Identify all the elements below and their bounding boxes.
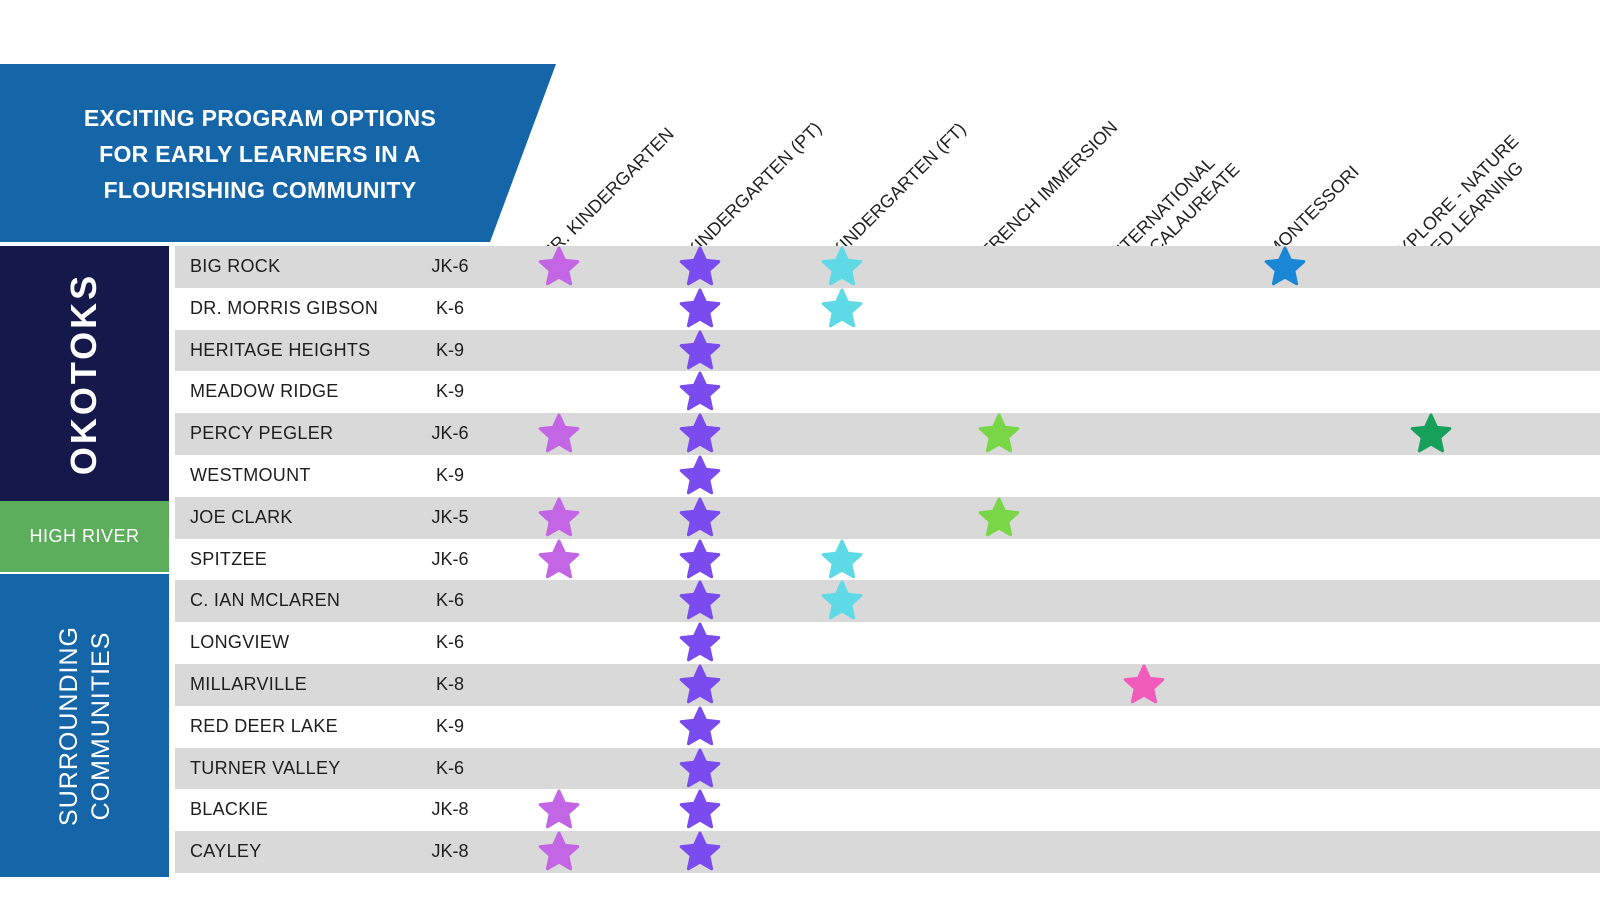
star-icon bbox=[678, 831, 722, 873]
star-icon bbox=[678, 497, 722, 539]
column-header-jr-kindergarten: JR. KINDERGARTEN bbox=[540, 123, 678, 262]
school-name: PERCY PEGLER bbox=[190, 423, 334, 444]
table-row: SPITZEE JK-6 bbox=[175, 539, 1600, 581]
header-banner bbox=[0, 64, 556, 242]
table-row: MEADOW RIDGE K-9 bbox=[175, 371, 1600, 413]
star-icon bbox=[1263, 246, 1307, 288]
table-row: PERCY PEGLER JK-6 bbox=[175, 413, 1600, 455]
star-icon bbox=[537, 497, 581, 539]
star-icon bbox=[820, 288, 864, 330]
star-icon bbox=[537, 413, 581, 455]
star-icon bbox=[977, 413, 1021, 455]
star-icon bbox=[537, 246, 581, 288]
table-row: BLACKIE JK-8 bbox=[175, 789, 1600, 831]
star-icon bbox=[977, 497, 1021, 539]
table-row: CAYLEY JK-8 bbox=[175, 831, 1600, 873]
school-name: RED DEER LAKE bbox=[190, 715, 338, 736]
star-icon bbox=[678, 748, 722, 790]
region-label-okotoks: OKOTOKS bbox=[63, 272, 105, 475]
table-row: LONGVIEW K-6 bbox=[175, 622, 1600, 664]
star-icon bbox=[678, 413, 722, 455]
region-surrounding-communities: SURROUNDING COMMUNITIES bbox=[0, 574, 169, 877]
grade-range: JK-8 bbox=[431, 799, 469, 820]
school-name: C. IAN MCLAREN bbox=[190, 590, 341, 611]
school-name: CAYLEY bbox=[190, 841, 262, 862]
grade-range: JK-6 bbox=[431, 256, 469, 276]
star-icon bbox=[1122, 664, 1166, 706]
region-label-surrounding-communities: SURROUNDING COMMUNITIES bbox=[54, 625, 115, 826]
table-row: RED DEER LAKE K-9 bbox=[175, 706, 1600, 748]
grade-range: K-6 bbox=[435, 297, 464, 318]
column-header-french-immersion: FRENCH IMMERSION bbox=[977, 117, 1122, 262]
grade-range: K-6 bbox=[435, 757, 464, 778]
star-icon bbox=[820, 539, 864, 581]
table-row: BIG ROCK JK-6 bbox=[175, 246, 1600, 288]
star-icon bbox=[678, 539, 722, 581]
region-high-river: HIGH RIVER bbox=[0, 501, 169, 572]
star-icon bbox=[678, 288, 722, 330]
grade-range: K-8 bbox=[435, 674, 464, 694]
school-name: DR. MORRIS GIBSON bbox=[190, 297, 379, 318]
school-name: MEADOW RIDGE bbox=[190, 381, 339, 402]
star-icon bbox=[1409, 413, 1453, 455]
table-row: DR. MORRIS GIBSON K-6 bbox=[175, 288, 1600, 330]
star-icon bbox=[678, 789, 722, 831]
star-icon bbox=[678, 455, 722, 497]
star-icon bbox=[678, 622, 722, 664]
grade-range: JK-6 bbox=[431, 423, 469, 444]
school-name: LONGVIEW bbox=[190, 632, 290, 653]
grade-range: K-9 bbox=[435, 381, 464, 402]
school-name: BLACKIE bbox=[190, 799, 269, 820]
star-icon bbox=[678, 664, 722, 706]
table-row: C. IAN MCLAREN K-6 bbox=[175, 580, 1600, 623]
grade-range: JK-6 bbox=[431, 548, 469, 569]
page-title: EXCITING PROGRAM OPTIONS FOR EARLY LEARN… bbox=[83, 105, 437, 203]
grade-range: JK-8 bbox=[431, 841, 469, 862]
school-name: SPITZEE bbox=[190, 548, 268, 569]
star-icon bbox=[820, 246, 864, 288]
school-name: WESTMOUNT bbox=[190, 465, 311, 485]
star-icon bbox=[537, 789, 581, 831]
table-row: WESTMOUNT K-9 bbox=[175, 455, 1600, 497]
table-row: HERITAGE HEIGHTS K-9 bbox=[175, 329, 1600, 372]
star-icon bbox=[678, 580, 722, 622]
school-name: HERITAGE HEIGHTS bbox=[190, 339, 371, 360]
star-icon bbox=[537, 831, 581, 873]
grade-range: K-6 bbox=[435, 590, 464, 611]
school-name: JOE CLARK bbox=[190, 506, 293, 527]
star-icon bbox=[537, 539, 581, 581]
table-row: MILLARVILLE K-8 bbox=[175, 664, 1600, 706]
star-icon bbox=[678, 330, 722, 372]
table-row: TURNER VALLEY K-6 bbox=[175, 747, 1600, 790]
region-okotoks: OKOTOKS bbox=[0, 246, 169, 501]
table-row: JOE CLARK JK-5 bbox=[175, 496, 1600, 539]
grade-range: K-6 bbox=[435, 632, 464, 653]
column-header-kindergarten-ft: KINDERGARTEN (FT) bbox=[827, 118, 970, 262]
school-name: TURNER VALLEY bbox=[190, 757, 341, 778]
star-icon bbox=[820, 580, 864, 622]
grade-range: K-9 bbox=[435, 339, 464, 360]
grade-range: JK-5 bbox=[431, 506, 469, 527]
school-name: BIG ROCK bbox=[190, 256, 281, 276]
grade-range: K-9 bbox=[435, 465, 464, 485]
grade-range: K-9 bbox=[435, 715, 464, 736]
star-icon bbox=[678, 246, 722, 288]
region-label-high-river: HIGH RIVER bbox=[29, 526, 140, 546]
star-icon bbox=[678, 706, 722, 748]
school-name: MILLARVILLE bbox=[190, 674, 308, 694]
column-header-kindergarten-pt: KINDERGARTEN (PT) bbox=[682, 117, 826, 262]
star-icon bbox=[678, 371, 722, 413]
